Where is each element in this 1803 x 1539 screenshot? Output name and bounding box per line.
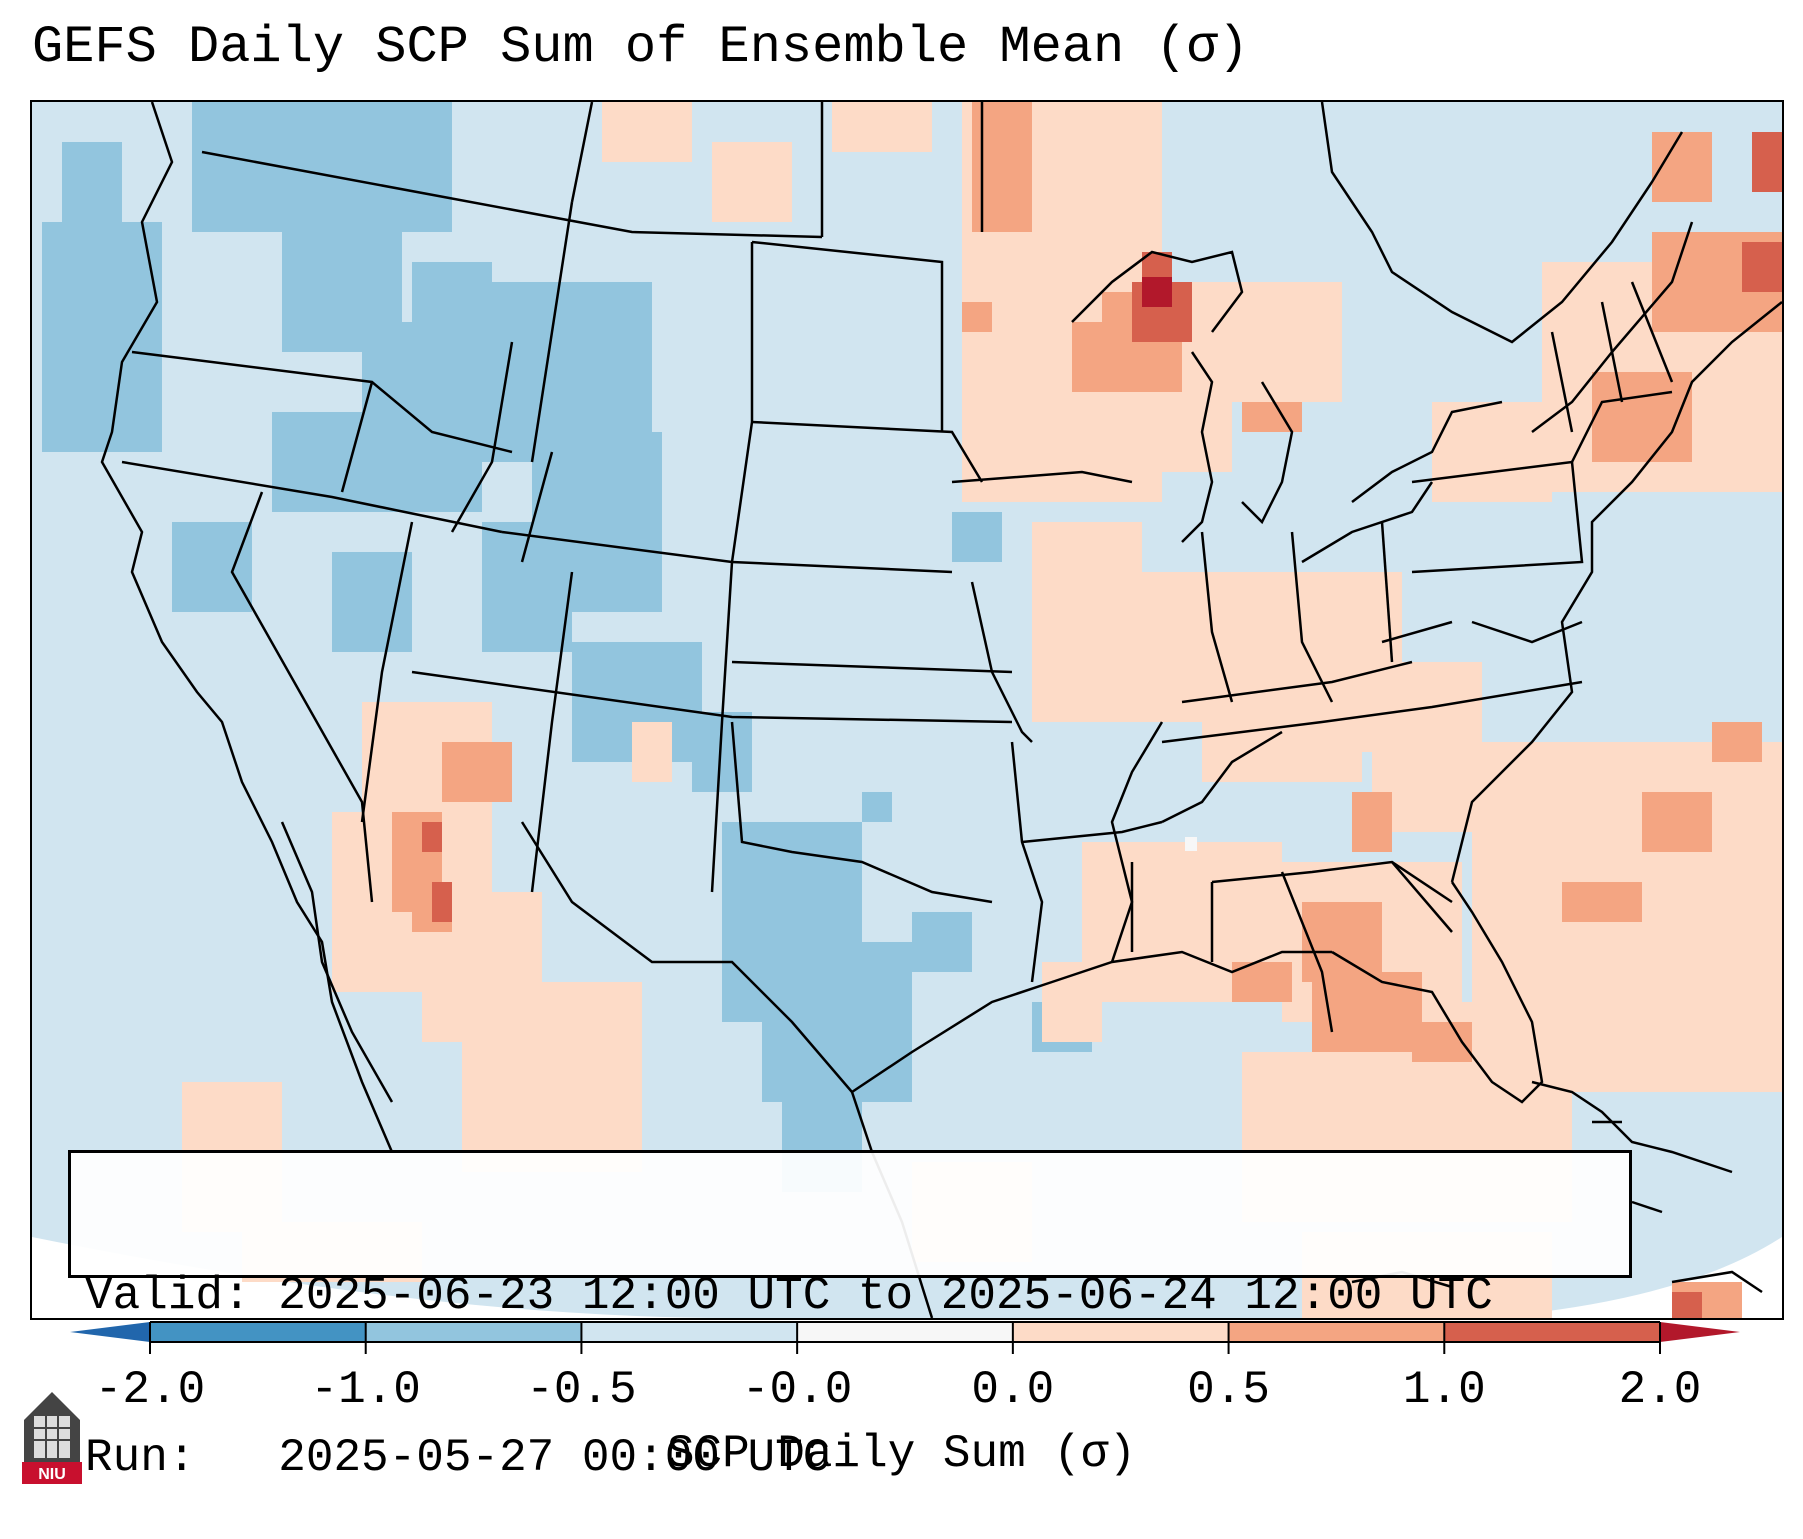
colorbar-tick-label: 0.0 (971, 1364, 1055, 1416)
colorbar-tick-label: -1.0 (310, 1364, 421, 1416)
chart-title: GEFS Daily SCP Sum of Ensemble Mean (σ) (32, 18, 1249, 77)
colorbar-under-arrow (70, 1322, 150, 1342)
colorbar-tick-label: -0.5 (526, 1364, 637, 1416)
projection-edge-left (32, 1237, 732, 1318)
colorbar-bin (150, 1322, 367, 1342)
colorbar-tick-label: 2.0 (1618, 1364, 1702, 1416)
colorbar-tick-label: -0.0 (741, 1364, 853, 1416)
neutral-cell (1185, 837, 1197, 851)
boundary-lines (100, 102, 1782, 1318)
colorbar-tick-label: 0.5 (1187, 1364, 1270, 1416)
valid-period: Valid: 2025-06-23 12:00 UTC to 2025-06-2… (85, 1270, 1493, 1322)
colorbar-bin (581, 1322, 798, 1342)
colorbar-over-arrow (1660, 1322, 1740, 1342)
scp-map (32, 102, 1782, 1318)
colorbar (70, 1321, 1740, 1354)
colorbar-bin (1012, 1322, 1230, 1342)
colorbar-bin (365, 1322, 582, 1342)
colorbar-bins (150, 1322, 1661, 1342)
max-anomaly-cell (1142, 277, 1172, 307)
run-time: Run: 2025-05-27 00:00 UTC (85, 1432, 831, 1484)
colorbar-ticks (149, 1322, 1661, 1354)
colorbar-tick-label: -2.0 (94, 1364, 206, 1416)
logo-text: NIU (38, 1466, 66, 1483)
colorbar-tick-label: 1.0 (1402, 1364, 1486, 1416)
colorbar-bin (1444, 1322, 1661, 1342)
colorbar-bin (797, 1322, 1014, 1342)
map-panel (30, 100, 1784, 1320)
valid-time-box: Valid: 2025-06-23 12:00 UTC to 2025-06-2… (68, 1150, 1632, 1484)
colorbar-bin (1228, 1322, 1445, 1342)
university-tower-icon: NIU (22, 1392, 82, 1484)
colorbar-label: SCP Daily Sum (σ) (666, 1428, 1137, 1480)
